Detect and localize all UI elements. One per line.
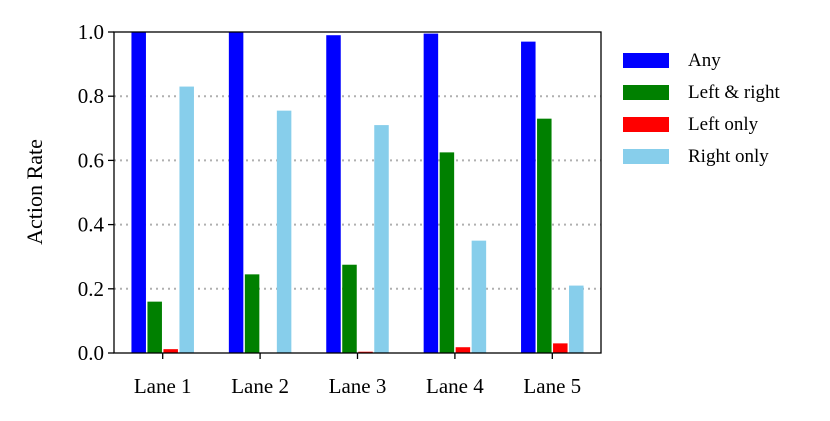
bar-left-right-lane-3: [342, 264, 357, 353]
bar-left-right-lane-5: [537, 118, 552, 353]
x-axis-ticks: Lane 1 Lane 2 Lane 3 Lane 4 Lane 5: [134, 353, 581, 398]
x-tick-label: Lane 3: [329, 374, 387, 398]
x-tick-label: Lane 5: [523, 374, 581, 398]
bar-any-lane-4: [423, 33, 439, 353]
bar-any-lane-3: [326, 35, 341, 354]
legend-label: Left & right: [688, 82, 781, 103]
bar-left-right-lane-1: [147, 301, 162, 353]
bar-any-lane-1: [131, 32, 146, 353]
y-tick-label: 0.6: [78, 148, 104, 172]
bar-right-only-lane-1: [179, 86, 194, 353]
bar-left-right-lane-2: [244, 274, 260, 353]
legend-swatch: [623, 117, 669, 132]
y-tick-label: 0.4: [78, 213, 105, 237]
bar-left-only-lane-4: [455, 347, 471, 353]
bar-left-only-lane-1: [163, 349, 178, 353]
legend-swatch: [623, 85, 669, 100]
legend-swatch: [623, 53, 669, 68]
x-tick-label: Lane 1: [134, 374, 192, 398]
y-tick-label: 0.0: [78, 341, 104, 365]
x-tick-label: Lane 2: [231, 374, 289, 398]
y-tick-label: 0.2: [78, 277, 104, 301]
y-tick-label: 0.8: [78, 84, 104, 108]
bar-right-only-lane-3: [374, 125, 389, 353]
legend-swatch: [623, 149, 669, 164]
bar-left-right-lane-4: [439, 152, 455, 353]
legend-label: Any: [688, 50, 721, 71]
bar-right-only-lane-5: [569, 285, 584, 353]
legend-label: Right only: [688, 146, 769, 167]
y-tick-label: 1.0: [78, 20, 104, 44]
bar-any-lane-2: [228, 32, 244, 353]
bar-any-lane-5: [521, 41, 536, 353]
y-axis-label: Action Rate: [22, 139, 47, 245]
y-axis-ticks: 0.0 0.2 0.4 0.6 0.8 1.0: [78, 20, 114, 365]
legend-label: Left only: [688, 114, 759, 135]
bar-left-only-lane-5: [553, 343, 568, 353]
x-tick-label: Lane 4: [426, 374, 484, 398]
legend: Any Left & right Left only Right only: [623, 50, 781, 167]
bars: [131, 32, 584, 354]
bar-right-only-lane-2: [276, 110, 292, 354]
bar-right-only-lane-4: [471, 240, 487, 353]
